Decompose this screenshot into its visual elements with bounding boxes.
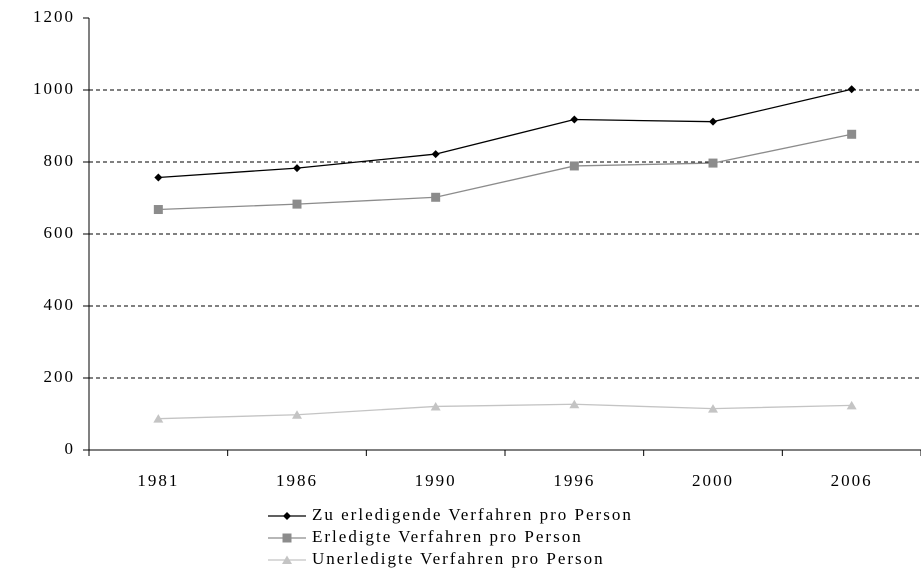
point — [154, 173, 163, 182]
point — [708, 404, 718, 413]
y-tick-label: 200 — [44, 367, 76, 386]
x-tick-label: 2000 — [692, 471, 734, 490]
point — [570, 115, 579, 124]
y-tick-label: 1000 — [33, 79, 75, 98]
point — [292, 199, 302, 209]
point — [708, 158, 718, 168]
y-tick-label: 1200 — [33, 7, 75, 26]
x-tick-label: 1990 — [415, 471, 457, 490]
point — [153, 205, 163, 215]
x-tick-label: 1996 — [553, 471, 595, 490]
point — [847, 129, 857, 139]
x-tick-label: 2006 — [831, 471, 873, 490]
point — [846, 400, 857, 410]
point — [709, 117, 717, 126]
legend-marker — [282, 533, 292, 543]
y-tick-label: 0 — [65, 439, 76, 458]
line — [158, 133, 852, 211]
point — [847, 85, 856, 94]
legend-marker — [283, 512, 291, 520]
x-tick-label: 1981 — [137, 471, 179, 490]
legend-label: Unerledigte Verfahren pro Person — [312, 549, 605, 568]
point — [569, 399, 580, 409]
legend-label: Zu erledigende Verfahren pro Person — [312, 505, 633, 524]
point — [293, 164, 301, 173]
point — [292, 410, 302, 419]
legend-label: Erledigte Verfahren pro Person — [312, 527, 583, 546]
y-tick-label: 800 — [44, 151, 76, 170]
point — [153, 414, 164, 423]
y-tick-label: 400 — [44, 295, 76, 314]
y-tick-label: 600 — [44, 223, 76, 242]
line — [158, 403, 852, 420]
point — [430, 401, 441, 411]
x-tick-label: 1986 — [276, 471, 318, 490]
point — [431, 192, 441, 202]
legend-marker — [282, 555, 292, 564]
point — [431, 150, 440, 159]
point — [569, 161, 579, 171]
line — [158, 88, 852, 179]
